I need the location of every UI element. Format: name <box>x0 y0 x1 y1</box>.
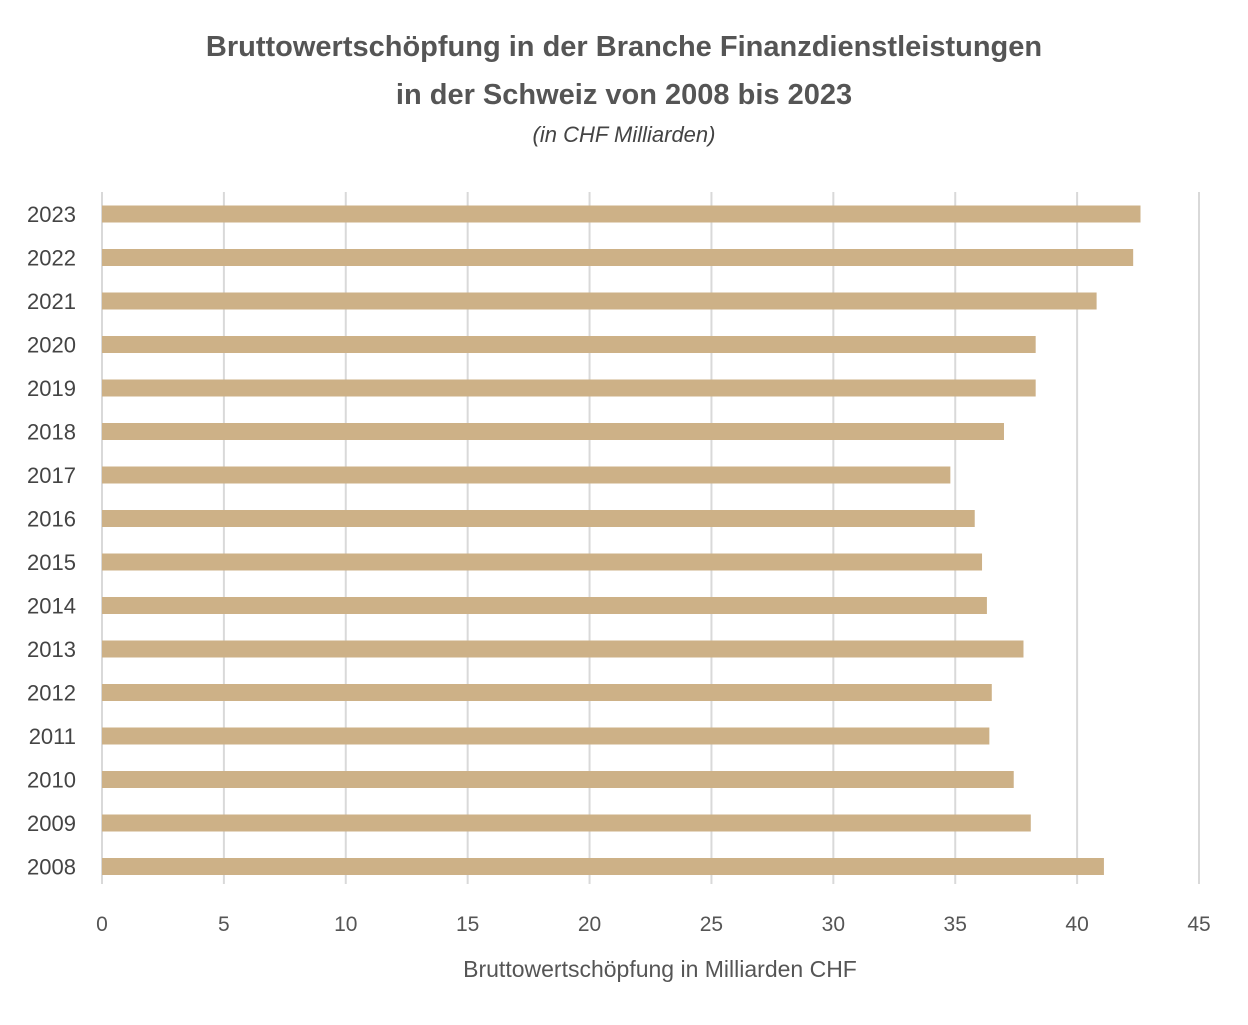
x-tick-label: 15 <box>456 913 479 936</box>
y-tick-label: 2016 <box>27 507 76 532</box>
bars <box>102 205 1141 875</box>
bar-2014 <box>102 597 987 614</box>
chart-title-line-2: in der Schweiz von 2008 bis 2023 <box>395 79 853 111</box>
x-tick-label: 25 <box>700 913 723 936</box>
x-tick-label: 10 <box>334 913 357 936</box>
y-tick-label: 2013 <box>27 637 76 662</box>
bar-2015 <box>102 553 983 571</box>
y-tick-label: 2022 <box>27 246 76 271</box>
y-tick-label: 2019 <box>27 376 76 401</box>
x-tick-label: 20 <box>578 913 601 936</box>
y-tick-label: 2011 <box>29 724 76 749</box>
x-axis-labels: 0 5 10 15 20 25 30 35 40 45 <box>96 913 1211 936</box>
x-axis-title: Bruttowertschöpfung in Milliarden CHF <box>463 956 857 982</box>
bar-2013 <box>102 640 1024 658</box>
bar-2012 <box>102 684 992 701</box>
bar-2022 <box>102 249 1134 266</box>
chart-subtitle: (in CHF Milliarden) <box>532 122 716 147</box>
bar-2020 <box>102 336 1036 353</box>
bar-2011 <box>102 727 990 745</box>
y-tick-label: 2015 <box>27 550 76 575</box>
x-tick-label: 35 <box>944 913 967 936</box>
x-tick-label: 30 <box>822 913 845 936</box>
x-tick-label: 0 <box>96 913 108 936</box>
y-tick-label: 2012 <box>27 681 76 706</box>
x-tick-label: 45 <box>1187 913 1210 936</box>
bar-2010 <box>102 771 1014 788</box>
bar-2018 <box>102 423 1004 440</box>
bar-2017 <box>102 466 951 484</box>
y-tick-label: 2014 <box>27 594 76 619</box>
bar-2009 <box>102 814 1031 832</box>
bar-2023 <box>102 205 1141 223</box>
y-tick-label: 2018 <box>27 420 76 445</box>
y-tick-label: 2017 <box>27 463 76 488</box>
y-tick-label: 2010 <box>27 768 76 793</box>
x-tick-label: 5 <box>218 913 230 936</box>
y-tick-label: 2023 <box>27 202 76 227</box>
y-tick-label: 2008 <box>27 855 76 880</box>
y-tick-label: 2020 <box>27 333 76 358</box>
x-tick-label: 40 <box>1065 913 1088 936</box>
y-axis-labels: 2023 2022 2021 2020 2019 2018 2017 2016 2015 2014… <box>27 202 76 880</box>
bar-2008 <box>102 858 1104 875</box>
bar-2021 <box>102 292 1097 310</box>
bar-2016 <box>102 510 975 527</box>
chart-title-line-1: Bruttowertschöpfung in der Branche Finan… <box>205 31 1043 63</box>
bar-2019 <box>102 379 1036 397</box>
y-tick-label: 2009 <box>27 811 76 836</box>
y-tick-label: 2021 <box>27 289 76 314</box>
